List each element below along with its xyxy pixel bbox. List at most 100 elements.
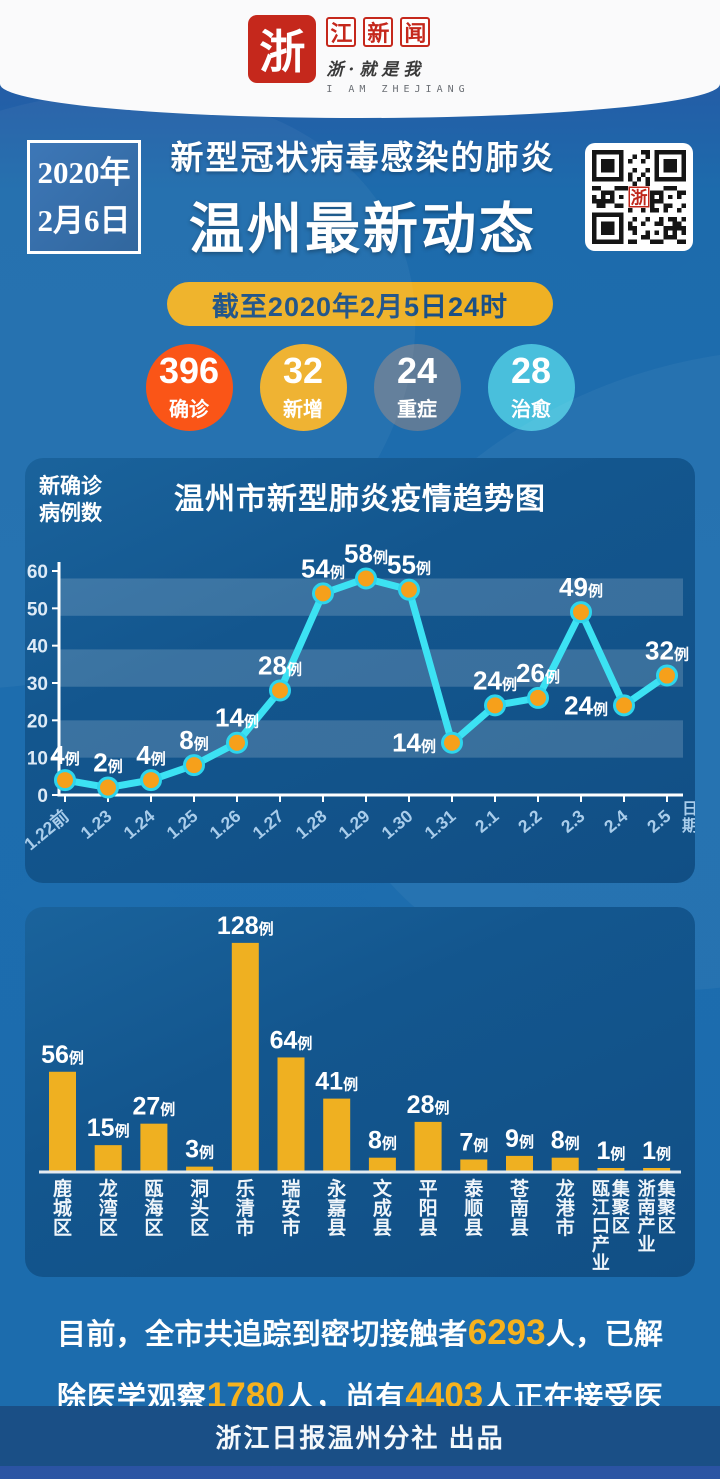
stat-label: 确诊 xyxy=(169,399,209,421)
trend-chart-panel: 温州市新型肺炎疫情趋势图 新确诊 病例数 0 10 20 30 40 50 60 1.22前 1… xyxy=(25,458,695,883)
stat-value: 32 xyxy=(282,350,324,391)
data-point-label: 55例 xyxy=(387,550,431,580)
data-point-label: 24例 xyxy=(473,665,517,695)
bar-category-label: 鹿城区 xyxy=(53,1177,72,1239)
x-tick-label: 1.23 xyxy=(77,806,116,843)
bar xyxy=(277,1057,305,1172)
data-point-marker xyxy=(312,582,334,605)
y-tick-label: 60 xyxy=(27,562,48,583)
qr-code-pattern: 浙 xyxy=(592,150,686,244)
logo-tagline-english: I AM ZHEJIANG xyxy=(326,84,470,95)
bar xyxy=(506,1155,533,1172)
x-tick-label: 2.1 xyxy=(471,806,503,837)
bar-category-label: 苍南县 xyxy=(509,1177,530,1239)
data-point-label: 24例 xyxy=(564,690,608,720)
x-tick-label: 1.28 xyxy=(292,806,331,843)
bar xyxy=(323,1098,351,1172)
bar xyxy=(643,1168,671,1172)
logo-character-boxes: 江新闻 xyxy=(326,17,469,47)
date-year: 2020年 xyxy=(37,154,131,190)
bar xyxy=(94,1145,122,1172)
stat-circle-2: 24 重症 xyxy=(373,344,461,431)
masthead-row: 2020年 2月6日 新型冠状病毒感染的肺炎 温州最新动态 浙 xyxy=(0,134,720,260)
bar-value-label: 41例 xyxy=(315,1068,358,1096)
data-point-marker xyxy=(484,694,506,717)
bar-category-label: 集聚区 xyxy=(657,1178,677,1236)
bar xyxy=(231,942,259,1172)
bar xyxy=(460,1159,488,1172)
bar-value-label: 27例 xyxy=(132,1093,175,1121)
bar-category-label: 集聚区 xyxy=(611,1178,631,1236)
stat-circle-0: 396 确诊 xyxy=(145,344,233,431)
logo-char: 江 xyxy=(326,17,357,47)
stat-label: 治愈 xyxy=(511,399,551,421)
bar-category-label: 乐清市 xyxy=(236,1178,255,1239)
x-tick-label: 1.25 xyxy=(163,806,202,843)
data-point-label: 4例 xyxy=(50,740,79,770)
logo-tagline: 浙·就是我 xyxy=(326,60,426,80)
data-point-label: 54例 xyxy=(301,553,345,583)
bar-value-label: 1例 xyxy=(642,1137,671,1165)
bar-category-label: 洞头区 xyxy=(190,1178,209,1239)
bar-value-label: 8例 xyxy=(551,1127,580,1155)
y-tick-label: 0 xyxy=(37,786,48,807)
bar-value-label: 7例 xyxy=(459,1128,488,1156)
stats-row: 396 确诊 32 新增 24 重症 28 治愈 xyxy=(0,344,720,432)
logo-right-block: 江新闻 浙·就是我 I AM ZHEJIANG xyxy=(326,17,469,95)
stat-label: 重症 xyxy=(397,399,437,421)
x-tick-label: 1.27 xyxy=(249,806,288,843)
bar-value-label: 1例 xyxy=(596,1137,625,1165)
data-point-marker xyxy=(226,731,248,754)
data-point-label: 26例 xyxy=(516,658,560,688)
data-point-label: 58例 xyxy=(344,538,388,568)
x-tick-label: 1.22前 xyxy=(25,806,73,854)
bar-category-label: 瓯江口产业 xyxy=(592,1179,610,1273)
bar-category-label: 泰顺县 xyxy=(463,1177,484,1239)
report-title: 温州最新动态 xyxy=(188,197,537,260)
x-tick-label: 1.30 xyxy=(378,806,417,843)
logo-char: 新 xyxy=(363,17,394,47)
stat-label: 新增 xyxy=(283,399,323,421)
bar-value-label: 15例 xyxy=(87,1114,130,1142)
trend-chart-title: 温州市新型肺炎疫情趋势图 xyxy=(174,483,546,516)
date-badge: 2020年 2月6日 xyxy=(27,140,141,254)
data-point-label: 28例 xyxy=(258,650,302,680)
bar xyxy=(186,1166,214,1172)
data-point-marker xyxy=(441,731,463,754)
data-point-label: 2例 xyxy=(93,748,122,778)
data-point-label: 49例 xyxy=(559,572,603,602)
data-point-marker xyxy=(183,754,205,777)
data-point-label: 8例 xyxy=(179,725,208,755)
bar-category-label: 瑞安市 xyxy=(281,1177,300,1239)
y-tick-label: 10 xyxy=(27,749,48,770)
zhejiang-news-logo: 浙 江新闻 浙·就是我 I AM ZHEJIANG xyxy=(250,17,469,95)
bar-value-label: 8例 xyxy=(368,1127,397,1155)
asof-badge: 截至2020年2月5日24时 xyxy=(167,282,553,326)
stat-value: 28 xyxy=(510,350,552,391)
bar-category-label: 平阳县 xyxy=(419,1179,438,1239)
bar-category-label: 龙港市 xyxy=(556,1177,576,1239)
logo-char: 闻 xyxy=(400,17,431,47)
bar xyxy=(414,1121,442,1172)
y-tick-label: 20 xyxy=(27,711,48,732)
bar xyxy=(49,1071,76,1172)
data-point-marker xyxy=(355,567,377,590)
data-point-label: 14例 xyxy=(215,703,259,733)
bar-category-label: 文成县 xyxy=(373,1177,393,1239)
stat-circle-3: 28 治愈 xyxy=(487,344,575,431)
date-day: 2月6日 xyxy=(37,203,131,238)
stat-circle-1: 32 新增 xyxy=(259,344,347,431)
bar-category-label: 浙南产业 xyxy=(638,1178,656,1255)
data-point-label: 4例 xyxy=(136,740,165,770)
grid-band xyxy=(59,720,683,758)
grid-band xyxy=(59,649,683,687)
data-point-marker xyxy=(570,601,592,624)
stat-value: 24 xyxy=(396,350,438,391)
bar-value-label: 128例 xyxy=(217,912,274,940)
bar-value-label: 28例 xyxy=(407,1091,450,1119)
data-point-marker xyxy=(97,776,119,799)
y-tick-label: 50 xyxy=(27,599,48,620)
qr-center-seal xyxy=(628,186,650,208)
data-point-marker xyxy=(613,694,635,717)
x-tick-label: 1.31 xyxy=(421,806,460,843)
